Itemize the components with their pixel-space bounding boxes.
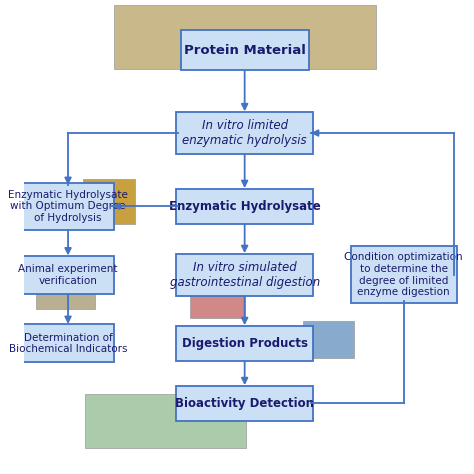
FancyBboxPatch shape [22,182,114,230]
FancyBboxPatch shape [351,246,456,303]
Text: Enzymatic Hydrolysate: Enzymatic Hydrolysate [169,200,320,213]
Text: Determination of
Biochemical Indicators: Determination of Biochemical Indicators [9,333,128,354]
FancyBboxPatch shape [85,394,246,448]
FancyBboxPatch shape [22,256,114,294]
FancyBboxPatch shape [303,321,354,358]
Text: In vitro simulated
gastrointestinal digestion: In vitro simulated gastrointestinal dige… [170,261,320,289]
FancyBboxPatch shape [176,254,313,296]
Text: Protein Material: Protein Material [184,44,306,57]
FancyBboxPatch shape [176,112,313,155]
Text: Bioactivity Detection: Bioactivity Detection [175,397,314,410]
FancyBboxPatch shape [176,189,313,224]
FancyBboxPatch shape [36,264,95,309]
Text: In vitro limited
enzymatic hydrolysis: In vitro limited enzymatic hydrolysis [182,119,307,147]
Text: Digestion Products: Digestion Products [182,337,308,350]
Text: Animal experiment
verification: Animal experiment verification [18,264,118,286]
Text: Enzymatic Hydrolysate
with Optimum Degree
of Hydrolysis: Enzymatic Hydrolysate with Optimum Degre… [8,190,128,223]
FancyBboxPatch shape [114,5,376,69]
FancyBboxPatch shape [190,272,245,318]
FancyBboxPatch shape [22,324,114,362]
FancyBboxPatch shape [176,326,313,361]
FancyBboxPatch shape [181,30,309,71]
FancyBboxPatch shape [176,386,313,421]
Text: Condition optimization
to determine the
degree of limited
enzyme digestion: Condition optimization to determine the … [344,253,463,297]
FancyBboxPatch shape [82,179,135,224]
